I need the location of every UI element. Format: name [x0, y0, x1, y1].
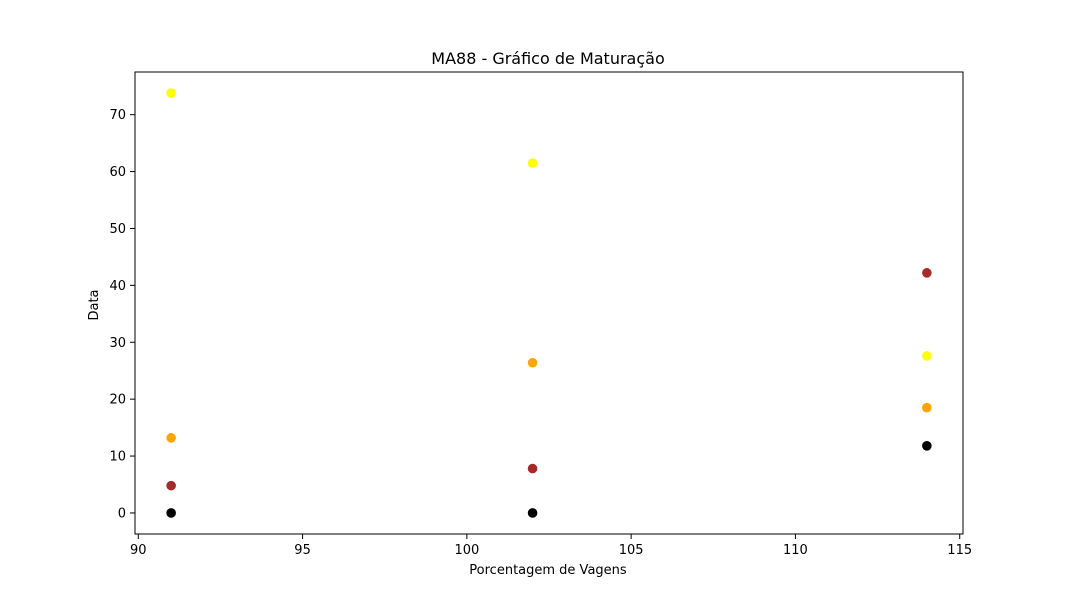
y-tick-label: 60 [109, 165, 126, 180]
plot-area [134, 71, 964, 535]
x-tick-label: 90 [130, 543, 147, 558]
y-tick-label: 30 [109, 336, 126, 351]
x-tick-label: 110 [783, 543, 808, 558]
y-tick-label: 40 [109, 279, 126, 294]
x-tick-label: 115 [947, 543, 972, 558]
data-point-series-1-1 [527, 463, 538, 474]
y-tick-label: 20 [109, 393, 126, 408]
data-point-series-3-1 [527, 158, 538, 168]
plot-frame [134, 71, 964, 535]
y-tick-label: 70 [109, 108, 126, 123]
data-point-series-3-0 [166, 88, 176, 98]
data-point-series-3-2 [922, 351, 932, 361]
data-point-series-0-0 [166, 508, 176, 518]
data-point-series-1-2 [922, 268, 932, 278]
x-tick-label: 105 [619, 543, 644, 558]
y-axis: 0 10 20 30 40 50 60 70 [109, 108, 135, 521]
data-point-series-2-1 [527, 357, 538, 368]
x-axis: 90 95 100 105 110 115 [130, 534, 972, 558]
x-tick-label: 95 [294, 543, 311, 558]
data-point-series-0-2 [922, 441, 932, 451]
x-axis-label: Porcentagem de Vagens [469, 563, 627, 578]
x-tick-label: 100 [454, 543, 479, 558]
chart-title: MA88 - Gráfico de Maturação [431, 49, 664, 68]
data-point-series-1-0 [166, 480, 176, 491]
data-point-series-2-2 [922, 402, 932, 413]
y-axis-label: Data [87, 289, 102, 320]
y-tick-label: 0 [118, 506, 126, 521]
data-point-series-2-0 [166, 433, 176, 443]
y-tick-label: 10 [109, 450, 126, 465]
data-points [166, 88, 932, 518]
data-point-series-0-1 [527, 508, 538, 518]
y-tick-label: 50 [109, 222, 126, 237]
